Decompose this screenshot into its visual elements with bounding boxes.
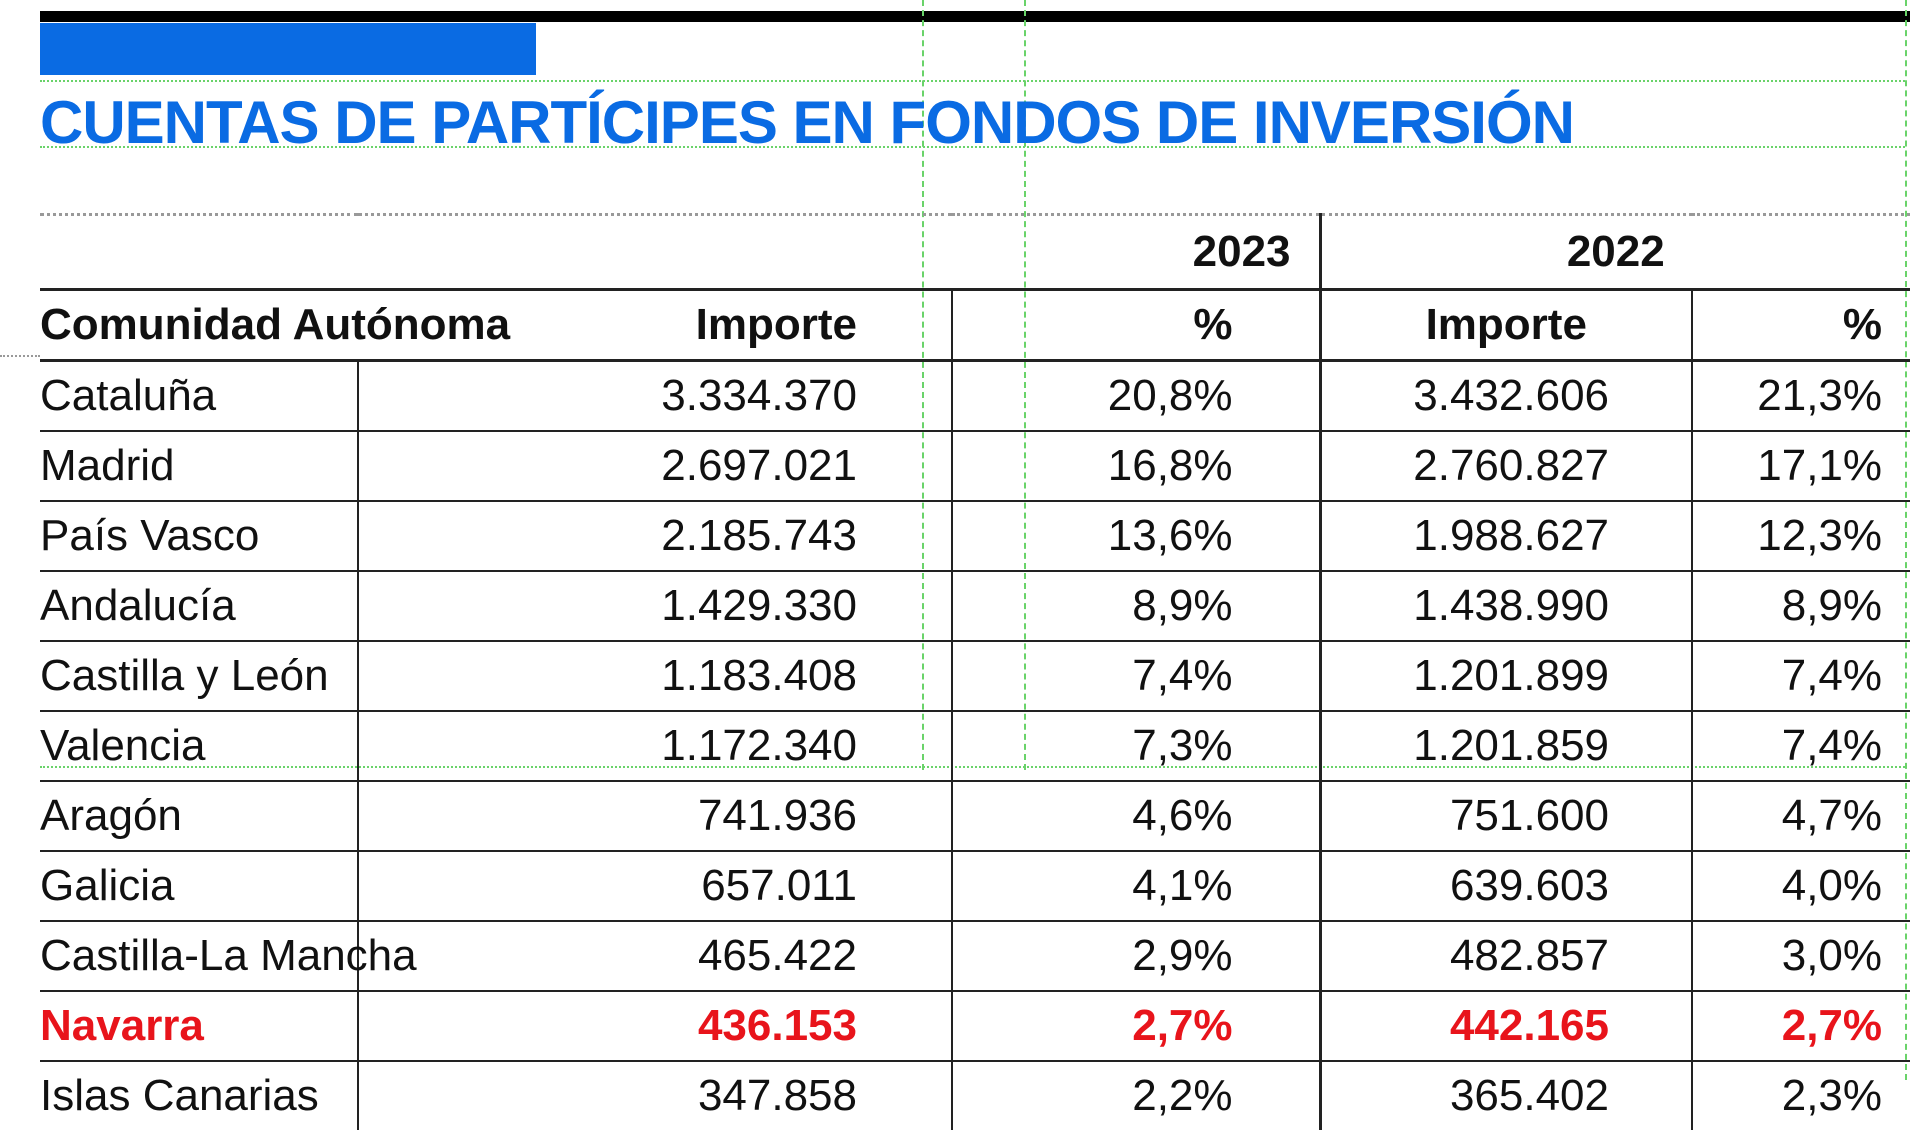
table-row: País Vasco 2.185.743 13,6% 1.988.627 12,3% bbox=[40, 501, 1911, 572]
region-cell: Castilla y León bbox=[40, 641, 358, 712]
region-cell: Aragón bbox=[40, 781, 358, 852]
region-cell: Valencia bbox=[40, 711, 358, 782]
pct-2023-cell: 4,1% bbox=[990, 851, 1321, 922]
pct-2023-cell: 2,7% bbox=[990, 991, 1321, 1062]
region-cell: Islas Canarias bbox=[40, 1071, 319, 1120]
column-header-importe-2022: Importe bbox=[1318, 289, 1693, 362]
column-spacer bbox=[951, 1061, 990, 1130]
table-row: Andalucía 1.429.330 8,9% 1.438.990 8,9% bbox=[40, 571, 1911, 642]
region-cell: Andalucía bbox=[40, 571, 358, 642]
column-spacer bbox=[951, 641, 990, 712]
column-spacer bbox=[951, 289, 990, 362]
pct-2023-cell: 13,6% bbox=[990, 501, 1321, 572]
pct-2023-cell: 20,8% bbox=[990, 360, 1321, 432]
column-header-region: Comunidad Autónoma Importe bbox=[40, 289, 952, 362]
table-row: Navarra 436.153 2,7% 442.165 2,7% bbox=[40, 991, 1911, 1062]
region-cell: Cataluña bbox=[40, 360, 358, 432]
guide-line-horizontal bbox=[40, 80, 1905, 82]
pct-2022-cell: 12,3% bbox=[1691, 501, 1911, 572]
table-row: Castilla-La Mancha 465.422 2,9% 482.857 3,0% bbox=[40, 921, 1911, 992]
pct-2023-cell: 7,3% bbox=[990, 711, 1321, 782]
pct-2023-cell: 2,9% bbox=[990, 921, 1321, 992]
importe-2023-cell: 3.334.370 bbox=[357, 360, 952, 432]
column-spacer bbox=[951, 571, 990, 642]
pct-2022-cell: 2,3% bbox=[1691, 1061, 1911, 1130]
pct-2022-cell: 4,7% bbox=[1691, 781, 1911, 852]
table-row: Madrid 2.697.021 16,8% 2.760.827 17,1% bbox=[40, 431, 1911, 502]
column-spacer bbox=[951, 711, 990, 782]
top-rule bbox=[40, 11, 1910, 22]
importe-2022-cell: 3.432.606 bbox=[1318, 360, 1693, 432]
column-header-pct-2022: % bbox=[1691, 289, 1911, 362]
importe-2022-cell: 1.201.899 bbox=[1318, 641, 1693, 712]
column-spacer bbox=[951, 991, 990, 1062]
importe-2023-cell: 465.422 bbox=[357, 921, 952, 992]
column-spacer bbox=[951, 431, 990, 502]
importe-2023-cell: 2.185.743 bbox=[357, 501, 952, 572]
pct-2023-cell: 8,9% bbox=[990, 571, 1321, 642]
accent-bar bbox=[40, 23, 536, 75]
pct-2022-cell: 4,0% bbox=[1691, 851, 1911, 922]
pct-2022-cell: 17,1% bbox=[1691, 431, 1911, 502]
table-row: Islas Canarias 347.858 2,2% 365.402 2,3% bbox=[40, 1061, 1911, 1130]
importe-2023-cell: 657.011 bbox=[357, 851, 952, 922]
importe-2022-cell: 365.402 bbox=[1318, 1061, 1693, 1130]
guide-line-horizontal bbox=[0, 355, 40, 357]
pct-2023-cell: 7,4% bbox=[990, 641, 1321, 712]
year-header-row: 2023 2022 bbox=[40, 214, 1911, 290]
importe-2022-cell: 639.603 bbox=[1318, 851, 1693, 922]
pct-2023-cell: 16,8% bbox=[990, 431, 1321, 502]
importe-2023-cell: 347.858 bbox=[357, 1061, 952, 1130]
data-table: 2023 2022 Comunidad Autónoma Importe % I… bbox=[40, 213, 1911, 1130]
importe-2023-cell: 2.697.021 bbox=[357, 431, 952, 502]
column-header-importe-2023: Importe bbox=[695, 300, 857, 349]
pct-2022-cell: 8,9% bbox=[1691, 571, 1911, 642]
pct-2023-cell: 4,6% bbox=[990, 781, 1321, 852]
column-spacer bbox=[951, 781, 990, 852]
region-cell: Galicia bbox=[40, 851, 358, 922]
pct-2022-cell: 7,4% bbox=[1691, 711, 1911, 782]
importe-2022-cell: 1.988.627 bbox=[1318, 501, 1693, 572]
importe-2023-cell: 1.183.408 bbox=[357, 641, 952, 712]
region-cell: Madrid bbox=[40, 431, 358, 502]
year-2022-header: 2022 bbox=[1318, 214, 1911, 290]
column-header-row: Comunidad Autónoma Importe % Importe % bbox=[40, 289, 1911, 362]
importe-2023-cell: 1.172.340 bbox=[357, 711, 952, 782]
importe-2023-cell: 436.153 bbox=[357, 991, 952, 1062]
year-2023-header: 2023 bbox=[1192, 227, 1291, 276]
column-spacer bbox=[951, 851, 990, 922]
column-spacer bbox=[951, 921, 990, 992]
region-cell: Castilla-La Mancha bbox=[40, 921, 417, 992]
pct-2023-cell: 2,2% bbox=[1132, 1071, 1233, 1120]
table-row: Cataluña 3.334.370 20,8% 3.432.606 21,3% bbox=[40, 360, 1911, 432]
importe-2022-cell: 1.438.990 bbox=[1318, 571, 1693, 642]
importe-2022-cell: 1.201.859 bbox=[1318, 711, 1693, 782]
importe-2023-cell: 1.429.330 bbox=[357, 571, 952, 642]
table-row: Castilla y León 1.183.408 7,4% 1.201.899 7,4… bbox=[40, 641, 1911, 712]
table-row: Aragón 741.936 4,6% 751.600 4,7% bbox=[40, 781, 1911, 852]
importe-2022-cell: 442.165 bbox=[1318, 991, 1693, 1062]
pct-2022-cell: 2,7% bbox=[1691, 991, 1911, 1062]
page-title: CUENTAS DE PARTÍCIPES EN FONDOS DE INVER… bbox=[40, 89, 1575, 156]
importe-2022-cell: 751.600 bbox=[1318, 781, 1693, 852]
guide-line-horizontal bbox=[40, 146, 1905, 148]
pct-2022-cell: 7,4% bbox=[1691, 641, 1911, 712]
column-spacer bbox=[951, 360, 990, 432]
column-header-region-label: Comunidad Autónoma bbox=[40, 300, 511, 349]
column-header-pct-2023: % bbox=[990, 289, 1321, 362]
table-row: Galicia 657.011 4,1% 639.603 4,0% bbox=[40, 851, 1911, 922]
region-cell: País Vasco bbox=[40, 501, 358, 572]
importe-2022-cell: 482.857 bbox=[1318, 921, 1693, 992]
table-row: Valencia 1.172.340 7,3% 1.201.859 7,4% bbox=[40, 711, 1911, 782]
pct-2022-cell: 21,3% bbox=[1691, 360, 1911, 432]
region-cell: Navarra bbox=[40, 991, 358, 1062]
column-spacer bbox=[951, 501, 990, 572]
importe-2022-cell: 2.760.827 bbox=[1318, 431, 1693, 502]
pct-2022-cell: 3,0% bbox=[1691, 921, 1911, 992]
importe-2023-cell: 741.936 bbox=[357, 781, 952, 852]
